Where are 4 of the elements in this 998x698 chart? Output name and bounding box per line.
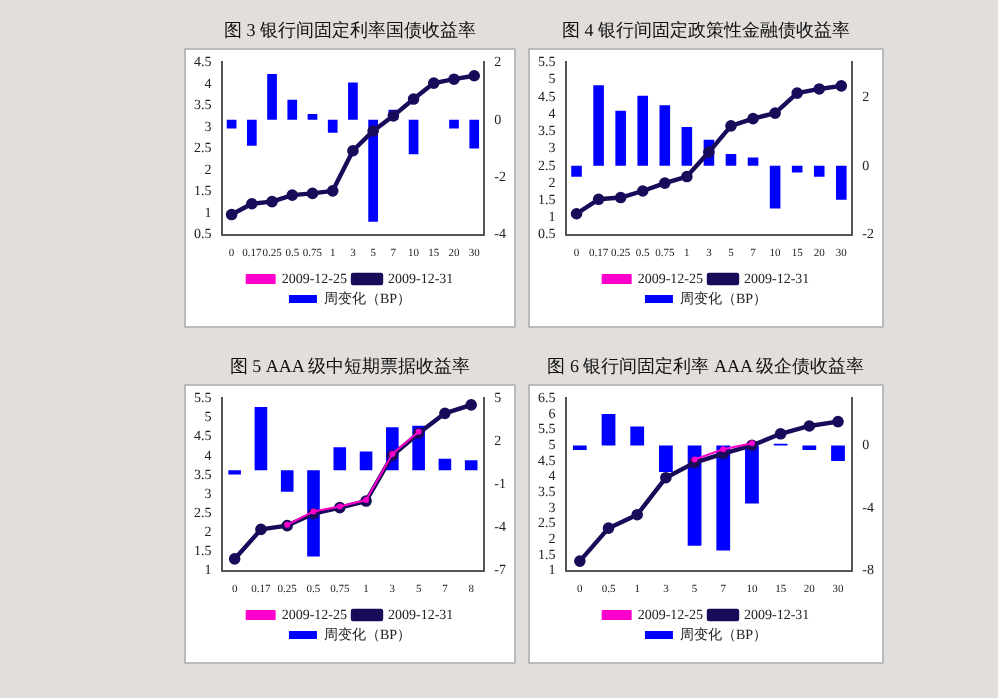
chart-title: 图 3 银行间固定利率国债收益率 bbox=[222, 18, 478, 44]
chart-title: 图 5 AAA 级中短期票据收益率 bbox=[227, 354, 473, 380]
chart-title: 图 6 银行间固定利率 AAA 级企债收益率 bbox=[545, 354, 867, 380]
chart-title: 图 4 银行间固定政策性金融债收益率 bbox=[560, 18, 852, 44]
